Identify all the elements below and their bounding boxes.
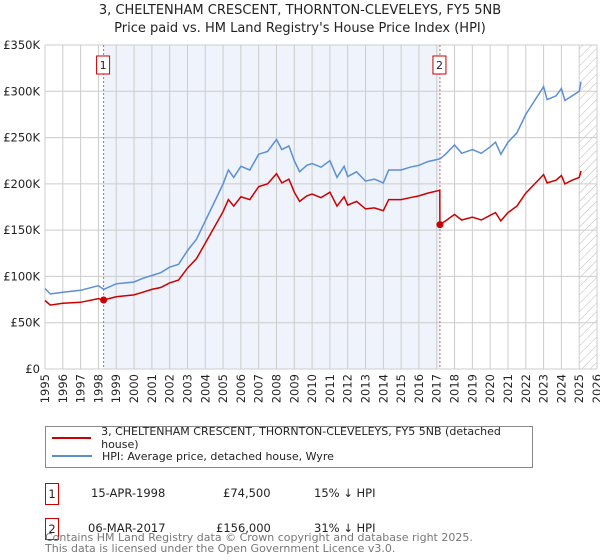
sale-label: 1 bbox=[100, 59, 107, 72]
legend-swatch-property bbox=[52, 437, 92, 439]
x-tick-label: 2001 bbox=[145, 374, 159, 403]
y-tick-label: £150K bbox=[3, 223, 40, 237]
transaction-hpi-diff: 15% ↓ HPI bbox=[314, 486, 376, 500]
x-tick-label: 2009 bbox=[287, 374, 301, 403]
transaction-number: 1 bbox=[45, 483, 59, 505]
legend-label-property: 3, CHELTENHAM CRESCENT, THORNTON-CLEVELE… bbox=[101, 425, 501, 451]
property-line bbox=[44, 170, 582, 306]
x-tick-label: 1996 bbox=[56, 374, 70, 403]
transaction-price: £156,000 bbox=[216, 521, 271, 535]
x-tick-label: 2017 bbox=[430, 374, 444, 403]
x-tick-label: 2021 bbox=[501, 374, 515, 403]
x-tick-label: 2012 bbox=[341, 374, 355, 403]
transaction-date: 15-APR-1998 bbox=[91, 486, 166, 500]
x-tick-label: 2024 bbox=[554, 374, 568, 403]
legend-item-property: 3, CHELTENHAM CRESCENT, THORNTON-CLEVELE… bbox=[52, 425, 532, 451]
transaction-date: 06-MAR-2017 bbox=[88, 521, 166, 535]
footer-copyright: Contains HM Land Registry data © Crown c… bbox=[45, 531, 473, 544]
y-tick-label: £350K bbox=[3, 38, 40, 52]
forecast-hatch bbox=[579, 45, 597, 369]
y-tick-label: £300K bbox=[3, 84, 40, 98]
x-tick-label: 2010 bbox=[305, 374, 319, 403]
x-tick-label: 2007 bbox=[252, 374, 266, 403]
transaction-price: £74,500 bbox=[223, 486, 271, 500]
x-tick-label: 1997 bbox=[74, 374, 88, 403]
y-tick-label: £100K bbox=[3, 269, 40, 283]
footer-licence: This data is licensed under the Open Gov… bbox=[45, 542, 396, 555]
sale-point bbox=[436, 221, 444, 229]
legend-swatch-hpi bbox=[52, 455, 92, 457]
x-tick-label: 2004 bbox=[198, 374, 212, 403]
legend: 3, CHELTENHAM CRESCENT, THORNTON-CLEVELE… bbox=[45, 425, 533, 468]
x-tick-label: 2023 bbox=[537, 374, 551, 403]
price-chart: 1995 1996 1997 1998 1999 2000 2001 2002 2003 2004… bbox=[3, 38, 600, 403]
transaction-hpi-diff: 31% ↓ HPI bbox=[314, 521, 376, 535]
x-tick-label: 2002 bbox=[163, 374, 177, 403]
x-tick-label: 2016 bbox=[412, 374, 426, 403]
x-tick-label: 1995 bbox=[38, 374, 52, 403]
y-tick-label: £50K bbox=[11, 316, 41, 330]
x-tick-label: 2026 bbox=[590, 374, 600, 403]
legend-label-hpi: HPI: Average price, detached house, Wyre bbox=[102, 449, 334, 463]
chart-subtitle: Price paid vs. HM Land Registry's House … bbox=[114, 21, 486, 36]
y-tick-label: £250K bbox=[3, 131, 40, 145]
x-tick-label: 2008 bbox=[269, 374, 283, 403]
sale-point bbox=[100, 296, 108, 304]
sale-label: 2 bbox=[436, 59, 443, 72]
x-tick-label: 2003 bbox=[180, 374, 194, 403]
ownership-shade bbox=[103, 45, 440, 369]
x-tick-label: 2020 bbox=[483, 374, 497, 403]
y-tick-label: £0 bbox=[25, 362, 40, 376]
transaction-number: 2 bbox=[45, 518, 59, 540]
x-tick-label: 1998 bbox=[91, 374, 105, 403]
x-tick-label: 1999 bbox=[109, 374, 123, 403]
chart-title: 3, CHELTENHAM CRESCENT, THORNTON-CLEVELE… bbox=[98, 3, 502, 18]
x-tick-label: 2011 bbox=[323, 374, 337, 403]
legend-item-hpi: HPI: Average price, detached house, Wyre bbox=[52, 448, 334, 464]
x-tick-label: 2018 bbox=[448, 374, 462, 403]
x-tick-label: 2015 bbox=[394, 374, 408, 403]
x-tick-label: 2019 bbox=[465, 374, 479, 403]
hpi-line bbox=[44, 81, 582, 295]
x-tick-label: 2022 bbox=[519, 374, 533, 403]
x-tick-label: 2005 bbox=[216, 374, 230, 403]
x-tick-label: 2006 bbox=[234, 374, 248, 403]
x-tick-label: 2013 bbox=[359, 374, 373, 403]
x-tick-label: 2014 bbox=[376, 374, 390, 403]
x-tick-label: 2025 bbox=[572, 374, 586, 403]
x-tick-label: 2000 bbox=[127, 374, 141, 403]
y-tick-label: £200K bbox=[3, 177, 40, 191]
sale-label-box bbox=[96, 55, 111, 75]
sale-label-box bbox=[432, 55, 447, 75]
